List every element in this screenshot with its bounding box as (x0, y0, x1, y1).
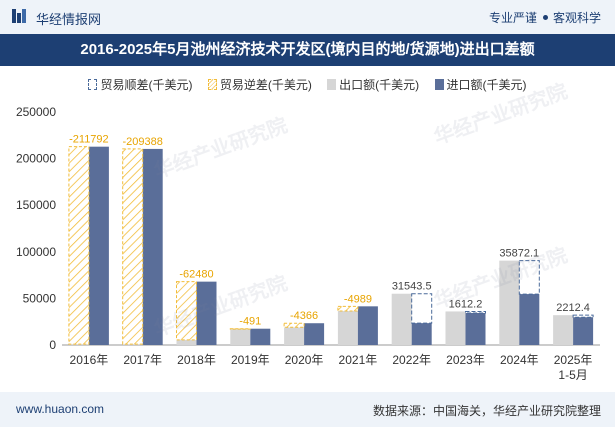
bullet-icon (542, 15, 548, 21)
surplus-value-label: 1612.2 (449, 298, 483, 310)
deficit-overlay (122, 148, 144, 345)
legend-deficit-swatch (207, 79, 217, 90)
header-tags: 专业严谨 客观科学 (489, 9, 601, 26)
import-bar (142, 148, 163, 345)
x-tick-label: 2021年 (339, 353, 378, 367)
x-tick-label: 2017年 (123, 353, 162, 367)
deficit-value-label: -4366 (290, 310, 318, 322)
surplus-overlay (411, 293, 433, 324)
logo-icon (12, 9, 26, 23)
export-bar (284, 327, 305, 345)
brand-name: 华经情报网 (36, 12, 102, 27)
x-tick-label: 2016年 (70, 353, 109, 367)
import-bar (196, 281, 217, 345)
deficit-overlay (283, 322, 305, 328)
deficit-overlay (176, 281, 197, 341)
x-tick-label: 2023年 (446, 353, 485, 367)
legend-import: 进口额(千美元) (434, 76, 527, 93)
export-bar (337, 310, 358, 345)
surplus-value-label: 31543.5 (392, 281, 432, 293)
x-tick-label: 2025年 (554, 353, 593, 367)
legend-export-swatch (327, 79, 337, 90)
export-bar (176, 339, 197, 345)
data-source: 数据来源：中国海关，华经产业研究院整理 (372, 404, 601, 418)
legend-surplus-swatch (88, 79, 98, 90)
import-bar (519, 294, 540, 345)
x-tick-label: 1-5月 (558, 368, 587, 382)
tag-rigorous: 专业严谨 (488, 11, 537, 25)
deficit-value-label: -491 (239, 316, 261, 328)
y-tick-label: 50000 (23, 291, 57, 305)
x-tick-label: 2022年 (392, 353, 431, 367)
import-bar (88, 146, 109, 345)
export-bar (445, 311, 466, 345)
deficit-value-label: -62480 (179, 269, 213, 281)
import-bar (573, 317, 594, 345)
surplus-value-label: 2212.4 (556, 302, 590, 314)
legend-surplus: 贸易顺差(千美元) (88, 76, 192, 93)
chart-title: 2016-2025年5月池州经济技术开发区(境内目的地/货源地)进出口差额 (0, 34, 615, 66)
surplus-value-label: 35872.1 (499, 248, 539, 260)
import-bar (250, 328, 271, 345)
import-bar (357, 306, 378, 345)
x-tick-label: 2018年 (177, 353, 216, 367)
deficit-value-label: -4989 (344, 293, 372, 305)
y-tick-label: 200000 (16, 152, 56, 166)
deficit-value-label: -211792 (69, 134, 109, 146)
deficit-overlay (337, 305, 359, 312)
legend-deficit-label: 贸易逆差(千美元) (219, 78, 312, 92)
tag-objective: 客观科学 (552, 11, 601, 25)
surplus-overlay (465, 310, 486, 314)
header-bar: 华经情报网 专业严谨 客观科学 (0, 0, 615, 34)
legend-deficit: 贸易逆差(千美元) (207, 76, 312, 93)
deficit-value-label: -209388 (123, 136, 163, 148)
deficit-overlay (68, 146, 90, 345)
legend-surplus-label: 贸易顺差(千美元) (100, 78, 193, 92)
legend-export: 出口额(千美元) (327, 76, 419, 93)
legend-import-label: 进口额(千美元) (446, 78, 527, 92)
x-tick-label: 2024年 (500, 353, 539, 367)
export-bar (499, 260, 520, 345)
y-tick-label: 150000 (16, 198, 56, 212)
surplus-overlay (572, 314, 594, 318)
y-tick-label: 250000 (16, 105, 56, 119)
export-bar (230, 329, 251, 345)
import-bar (304, 323, 325, 345)
x-tick-label: 2020年 (285, 353, 324, 367)
import-bar (411, 323, 432, 345)
footer-url: www.huaon.com (16, 402, 105, 416)
export-bar (553, 315, 574, 345)
legend-import-swatch (434, 79, 444, 90)
y-tick-label: 0 (49, 338, 56, 352)
x-tick-label: 2019年 (231, 353, 270, 367)
import-bar (465, 312, 486, 345)
bar-chart: 0 50000 100000 150000 200000 250000 -211792 201… (16, 105, 600, 382)
y-tick-label: 100000 (16, 245, 56, 259)
legend-export-label: 出口额(千美元) (339, 78, 420, 92)
footer-bar: www.huaon.com 数据来源：中国海关，华经产业研究院整理 (0, 392, 615, 427)
chart-legend: 贸易顺差(千美元) 贸易逆差(千美元) 出口额(千美元) 进口额(千美元) (0, 76, 615, 93)
export-bar (391, 293, 412, 345)
surplus-overlay (518, 260, 540, 295)
